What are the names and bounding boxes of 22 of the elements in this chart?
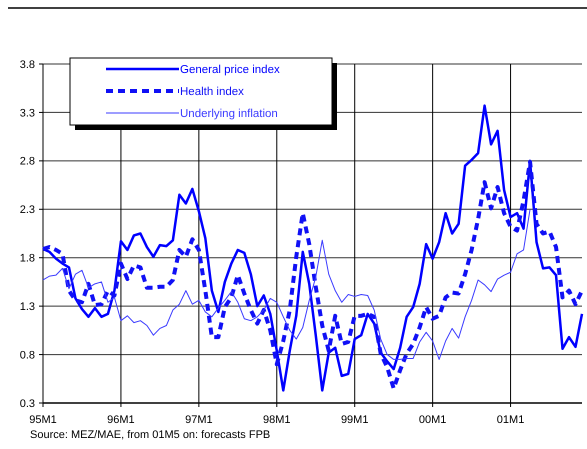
y-tick-label: 0.3 (20, 398, 35, 410)
x-tick-label: 01M1 (496, 414, 524, 426)
x-tick-label: 96M1 (107, 414, 135, 426)
y-tick-label: 1.3 (20, 300, 35, 313)
x-tick-label: 00M1 (418, 414, 446, 426)
x-tick-label: 99M1 (340, 414, 368, 426)
y-tick-label: 2.3 (20, 204, 35, 216)
y-tick-label: 3.3 (20, 107, 35, 120)
source-note: Source: MEZ/MAE, from 01M5 on: forecasts FPB (30, 429, 270, 441)
text: Underlying inflation (180, 108, 278, 120)
y-tick-label: 0.8 (20, 349, 35, 362)
line-series (41, 160, 584, 390)
x-tick-label: 97M1 (185, 414, 213, 426)
y-tick-label: 2.8 (20, 156, 35, 168)
y-tick-label: 3.8 (20, 58, 35, 71)
text: General price index (180, 64, 280, 76)
text: Health index (180, 86, 244, 98)
line-series (42, 104, 584, 392)
x-tick-label: 95M1 (29, 414, 57, 426)
x-tick-label: 98M1 (263, 414, 291, 426)
line-series (42, 208, 531, 360)
y-tick-label: 1.8 (20, 252, 35, 265)
